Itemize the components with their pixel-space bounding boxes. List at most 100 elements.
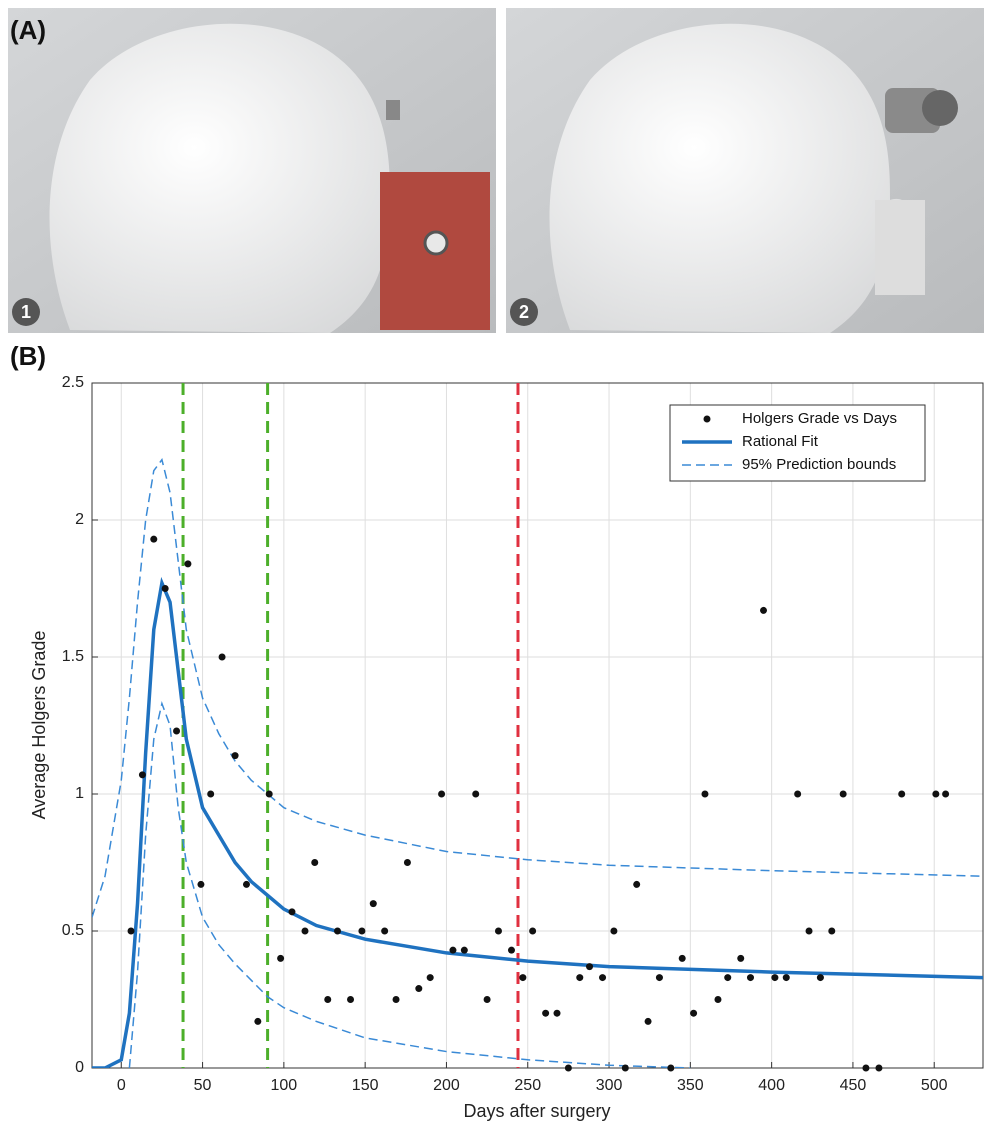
- x-tick-label: 400: [758, 1077, 785, 1094]
- photo-1: [8, 8, 496, 334]
- point: [173, 727, 181, 735]
- point: [724, 974, 732, 982]
- x-tick-label: 300: [596, 1077, 623, 1094]
- point: [507, 946, 515, 954]
- point: [746, 974, 754, 982]
- point: [610, 927, 618, 935]
- point: [426, 974, 434, 982]
- panel-label: (A): [10, 15, 46, 45]
- point: [862, 1064, 870, 1072]
- point: [586, 963, 594, 971]
- point: [542, 1009, 550, 1017]
- point: [301, 927, 309, 935]
- x-tick-label: 500: [921, 1077, 948, 1094]
- point: [369, 900, 377, 908]
- point: [576, 974, 584, 982]
- point: [737, 954, 745, 962]
- point: [460, 946, 468, 954]
- x-tick-label: 450: [840, 1077, 867, 1094]
- point: [494, 927, 502, 935]
- legend-marker: [703, 415, 711, 423]
- y-tick-label: 2: [75, 511, 84, 528]
- point: [277, 954, 285, 962]
- point: [138, 771, 146, 779]
- point: [231, 752, 239, 760]
- point: [127, 927, 135, 935]
- plot-area: [92, 383, 983, 1068]
- point: [553, 1009, 561, 1017]
- badge: [12, 298, 40, 326]
- point: [599, 974, 607, 982]
- legend-label: Holgers Grade vs Days: [742, 410, 897, 427]
- x-tick-label: 150: [352, 1077, 379, 1094]
- point: [794, 790, 802, 798]
- point: [288, 908, 296, 916]
- plot-frame: [91, 382, 984, 1069]
- point: [805, 927, 813, 935]
- point: [254, 1017, 262, 1025]
- point: [415, 985, 423, 993]
- badge-label: 2: [519, 302, 529, 322]
- point: [701, 790, 709, 798]
- point: [334, 927, 342, 935]
- point: [324, 996, 332, 1003]
- point: [816, 974, 824, 982]
- point: [771, 974, 779, 982]
- point: [265, 790, 273, 798]
- point: [875, 1064, 883, 1072]
- plot: 0 50 100 150 200 250 300 350 400 450 500 0 0.5 1 1.5 2 2…: [62, 374, 984, 1094]
- point: [942, 790, 950, 798]
- point: [381, 927, 389, 935]
- point: [714, 996, 722, 1003]
- point: [621, 1064, 629, 1072]
- point: [839, 790, 847, 798]
- point: [472, 790, 480, 798]
- point: [644, 1017, 652, 1025]
- point: [392, 996, 400, 1003]
- y-tick-label: 2.5: [62, 374, 84, 391]
- point: [782, 974, 790, 982]
- point: [519, 974, 527, 982]
- point: [678, 954, 686, 962]
- point: [483, 996, 491, 1003]
- legend-label: Rational Fit: [742, 433, 819, 450]
- point: [150, 535, 158, 543]
- photo-2: [506, 8, 984, 334]
- point: [161, 585, 169, 592]
- point: [197, 880, 205, 888]
- x-tick-label: 50: [194, 1077, 212, 1094]
- point: [184, 560, 192, 568]
- point: [655, 974, 663, 982]
- point: [403, 859, 411, 866]
- x-tick-label: 250: [514, 1077, 541, 1094]
- point: [633, 880, 641, 888]
- point: [760, 606, 768, 614]
- badge: [510, 298, 538, 326]
- y-tick-label: 0.5: [62, 922, 84, 939]
- point: [690, 1009, 698, 1017]
- y-tick-label: 1: [75, 785, 84, 802]
- y-tick-label: 1.5: [62, 648, 84, 665]
- legend-label: 95% Prediction bounds: [742, 456, 896, 473]
- x-tick-label: 200: [433, 1077, 460, 1094]
- y-tick-label: 0: [75, 1059, 84, 1076]
- x-tick-label: 350: [677, 1077, 704, 1094]
- point: [347, 996, 355, 1003]
- series-line: [92, 457, 983, 1068]
- point: [449, 946, 457, 954]
- point: [932, 790, 940, 798]
- badge-label: 1: [21, 302, 31, 322]
- series-line: [92, 576, 983, 1068]
- point: [207, 790, 215, 798]
- point: [828, 927, 836, 935]
- point: [438, 790, 446, 798]
- point: [564, 1064, 572, 1072]
- x-tick-label: 0: [117, 1077, 126, 1094]
- point: [311, 859, 319, 866]
- point: [898, 790, 906, 798]
- point: [529, 927, 537, 935]
- point: [218, 653, 226, 661]
- point: [667, 1064, 675, 1072]
- x-axis-title: Days after surgery: [463, 1101, 610, 1121]
